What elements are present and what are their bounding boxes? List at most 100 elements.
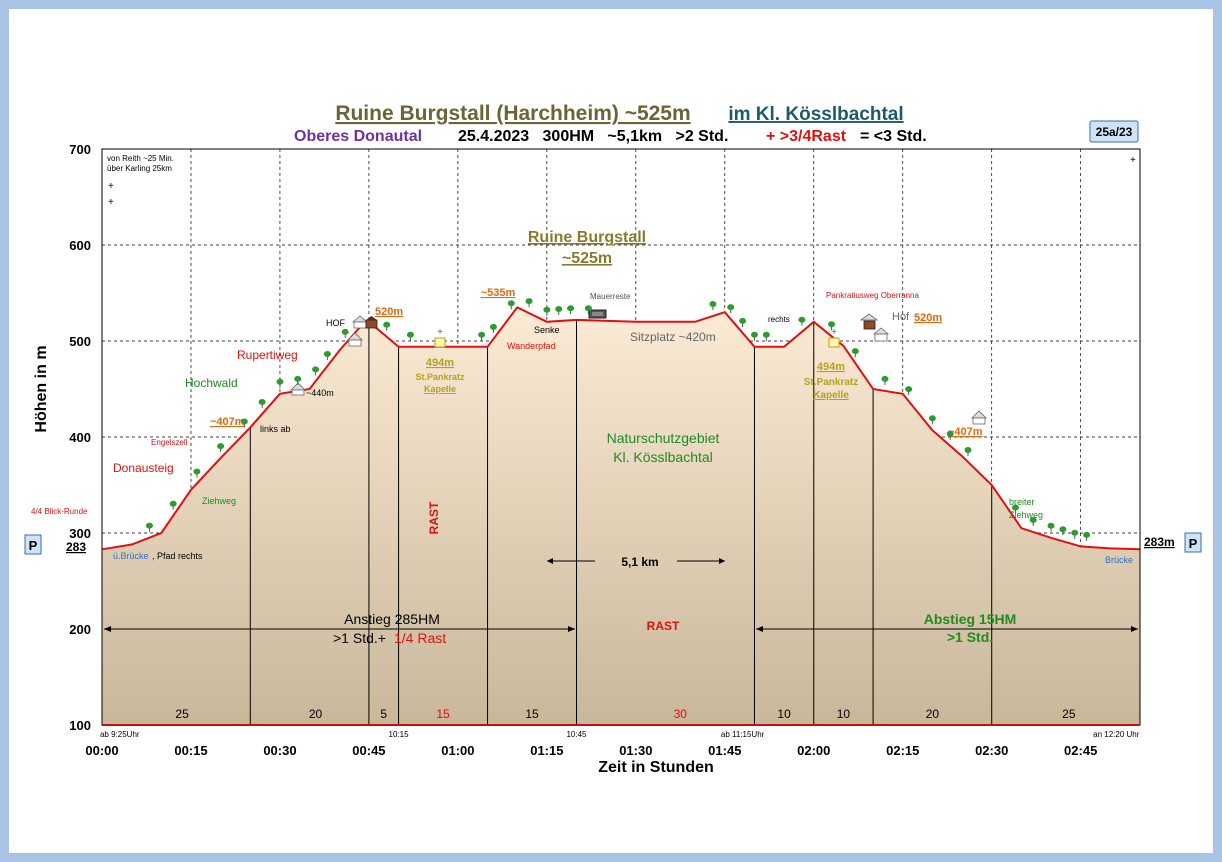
x-tick-label: 00:00 bbox=[85, 743, 118, 758]
label-blick-runde: 4/4 Blick-Runde bbox=[31, 507, 88, 516]
subtitle-area: Oberes Donautal bbox=[294, 128, 422, 145]
tree-icon bbox=[555, 306, 563, 313]
y-tick-label: 300 bbox=[69, 526, 91, 541]
label-nsg-1: Naturschutzgebiet bbox=[607, 430, 720, 446]
label-anstieg-rest: 1/4 Rast bbox=[394, 630, 446, 646]
tree-icon bbox=[851, 348, 859, 355]
chapel-left-name-1: St.Pankratz bbox=[415, 372, 465, 382]
chapel-left-name-2: Kapelle bbox=[424, 384, 456, 394]
tree-icon bbox=[1083, 531, 1091, 538]
subtitle-total: = <3 Std. bbox=[860, 128, 927, 145]
anstieg-arrowhead-right bbox=[568, 626, 575, 632]
note-reith-2: über Karling 25km bbox=[107, 164, 172, 173]
x-tick-label: 00:15 bbox=[174, 743, 207, 758]
distance-arrowhead-right bbox=[719, 558, 725, 564]
label-hof-right: Hof bbox=[892, 311, 910, 323]
tree-icon bbox=[507, 300, 515, 307]
parking-left-label: P bbox=[29, 538, 38, 553]
time-marks: ab 9:25Uhr 10:15 10:45 ab 11:15Uhr an 12:20 … bbox=[100, 730, 1140, 739]
label-rast-mid: RAST bbox=[647, 619, 680, 633]
tree-icon bbox=[739, 317, 747, 324]
label-283-right: 283m bbox=[1144, 535, 1175, 549]
subtitle-rest: + >3/4Rast bbox=[766, 128, 847, 145]
tree-icon bbox=[169, 500, 177, 507]
tree-icon bbox=[1047, 522, 1055, 529]
parking-right-icon: P bbox=[1184, 532, 1202, 553]
profile-line bbox=[101, 306, 1141, 551]
y-ticks: 100 200 300 400 500 600 700 bbox=[69, 142, 91, 733]
tree-icon bbox=[543, 306, 551, 313]
label-donausteig: Donausteig bbox=[113, 461, 174, 475]
segment-lines bbox=[249, 319, 993, 725]
abstieg-arrowhead-left bbox=[756, 626, 763, 632]
tree-icon bbox=[964, 446, 972, 453]
chart-title: Ruine Burgstall (Harchheim) ~525m bbox=[335, 102, 690, 125]
y-tick-label: 500 bbox=[69, 334, 91, 349]
profile-area bbox=[102, 307, 1140, 725]
label-distance: 5,1 km bbox=[621, 555, 658, 569]
mauerreste-icon bbox=[588, 309, 607, 319]
label-hof-left: HOF bbox=[326, 318, 346, 328]
x-tick-label: 02:45 bbox=[1064, 743, 1097, 758]
tree-icon bbox=[828, 321, 836, 328]
tree-icon bbox=[1011, 504, 1019, 511]
label-rechts: rechts bbox=[768, 315, 790, 324]
tree-icon bbox=[217, 443, 225, 450]
x-axis-label: Zeit in Stunden bbox=[598, 759, 714, 776]
tree-icon bbox=[525, 298, 533, 305]
label-anstieg-1: Anstieg 285HM bbox=[344, 611, 440, 627]
tree-icon bbox=[341, 328, 349, 335]
tree-icon bbox=[727, 304, 735, 311]
segment-duration-label: 20 bbox=[309, 707, 323, 721]
label-535: ~535m bbox=[481, 287, 516, 299]
peak-title: Ruine Burgstall bbox=[528, 229, 646, 246]
note-reith-1: von Reith ~25 Min. bbox=[107, 154, 174, 163]
y-tick-label: 700 bbox=[69, 142, 91, 157]
tree-icon bbox=[928, 415, 936, 422]
tree-icon bbox=[323, 350, 331, 357]
tree-icon bbox=[709, 301, 717, 308]
label-engelszell: Engelszell bbox=[151, 438, 188, 447]
tree-icon bbox=[406, 331, 414, 338]
label-wanderpfad: Wanderpfad bbox=[507, 341, 556, 351]
label-sitzplatz: Sitzplatz ~420m bbox=[630, 330, 716, 344]
chart-frame: 100 200 300 400 500 600 700 00:00 00:15 00:30 00:… bbox=[9, 9, 1213, 853]
tree-icon bbox=[1071, 529, 1079, 536]
x-tick-label: 01:45 bbox=[708, 743, 741, 758]
label-abstieg-1: Abstieg 15HM bbox=[924, 611, 1017, 627]
time-mark-label: ab 11:15Uhr bbox=[721, 730, 765, 739]
label-440: ~440m bbox=[306, 388, 334, 398]
label-bruecke-left-2: , Pfad rechts bbox=[152, 551, 203, 561]
label-links-ab: links ab bbox=[260, 424, 291, 434]
tree-icon bbox=[584, 305, 592, 312]
x-ticks: 00:00 00:15 00:30 00:45 01:00 01:15 01:30 01:45… bbox=[85, 743, 1097, 758]
plus-marker-2: + bbox=[108, 197, 114, 208]
x-tick-label: 00:30 bbox=[263, 743, 296, 758]
house-icon-right bbox=[971, 410, 987, 425]
tree-icon bbox=[489, 323, 497, 330]
label-407-left: ~407m bbox=[210, 416, 245, 428]
distance-arrowhead-left bbox=[547, 558, 553, 564]
label-senke: Senke bbox=[534, 325, 560, 335]
abstieg-arrowhead-right bbox=[1131, 626, 1138, 632]
tree-icon bbox=[294, 375, 302, 382]
label-520-right: 520m bbox=[914, 312, 942, 324]
chapel-left-cross-icon: + bbox=[437, 327, 443, 338]
ruin-icon-hof bbox=[365, 316, 378, 329]
label-rupertiweg: Rupertiweg bbox=[237, 348, 298, 362]
badge: 25a/23 bbox=[1089, 120, 1139, 143]
x-tick-label: 02:00 bbox=[797, 743, 830, 758]
tree-icon bbox=[762, 331, 770, 338]
time-mark-label: ab 9:25Uhr bbox=[100, 730, 140, 739]
tree-icons bbox=[145, 298, 1091, 541]
x-tick-label: 00:45 bbox=[352, 743, 385, 758]
tree-icon bbox=[946, 430, 954, 437]
time-mark-label: 10:15 bbox=[389, 730, 410, 739]
label-520-left: 520m bbox=[375, 306, 403, 318]
label-ziehweg-right: Ziehweg bbox=[1009, 510, 1043, 520]
segment-duration-label: 20 bbox=[926, 707, 940, 721]
anstieg-arrowhead-left bbox=[104, 626, 111, 632]
time-mark-label: 10:45 bbox=[566, 730, 587, 739]
label-abstieg-2: >1 Std. bbox=[947, 629, 993, 645]
y-tick-label: 100 bbox=[69, 718, 91, 733]
